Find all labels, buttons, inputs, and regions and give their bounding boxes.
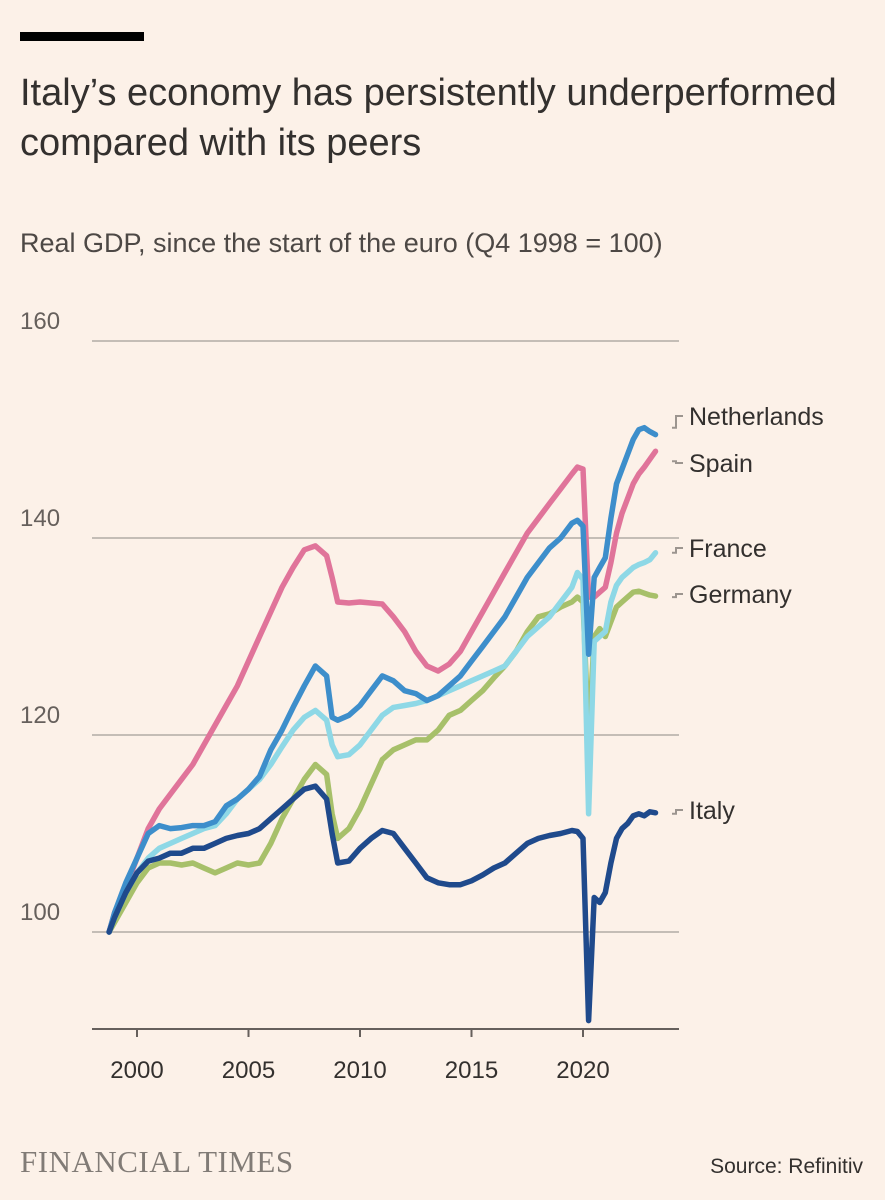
label-connector-france — [672, 547, 683, 554]
series-label-spain: Spain — [689, 450, 753, 478]
y-tick-label-100: 100 — [20, 899, 60, 926]
series-label-italy: Italy — [689, 797, 735, 825]
chart-title: Italy’s economy has persistently underpe… — [20, 72, 837, 164]
source-note: Source: Refinitiv — [710, 1155, 863, 1178]
label-connector-italy — [672, 809, 683, 815]
label-connector-spain — [672, 460, 683, 464]
series-label-germany: Germany — [689, 581, 792, 609]
ft-top-bar — [20, 32, 144, 41]
x-tick-label-2015: 2015 — [445, 1057, 498, 1084]
x-tick-label-2005: 2005 — [222, 1057, 275, 1084]
series-line-germany — [106, 588, 659, 935]
y-tick-label-160: 160 — [20, 308, 60, 335]
ft-logo: FINANCIAL TIMES — [20, 1144, 294, 1179]
x-tick-label-2010: 2010 — [333, 1057, 386, 1084]
y-tick-label-120: 120 — [20, 702, 60, 729]
series-label-netherlands: Netherlands — [689, 403, 824, 431]
chart-subtitle: Real GDP, since the start of the euro (Q… — [20, 228, 663, 258]
series-line-spain — [106, 448, 659, 935]
series-line-italy — [106, 783, 659, 1024]
y-tick-label-140: 140 — [20, 505, 60, 532]
series-line-netherlands — [106, 424, 659, 935]
label-connector-netherlands — [672, 415, 683, 429]
x-tick-label-2020: 2020 — [556, 1057, 609, 1084]
series-line-france — [106, 550, 659, 935]
series-label-france: France — [689, 535, 767, 563]
label-connector-germany — [672, 593, 683, 599]
x-tick-label-2000: 2000 — [110, 1057, 163, 1084]
